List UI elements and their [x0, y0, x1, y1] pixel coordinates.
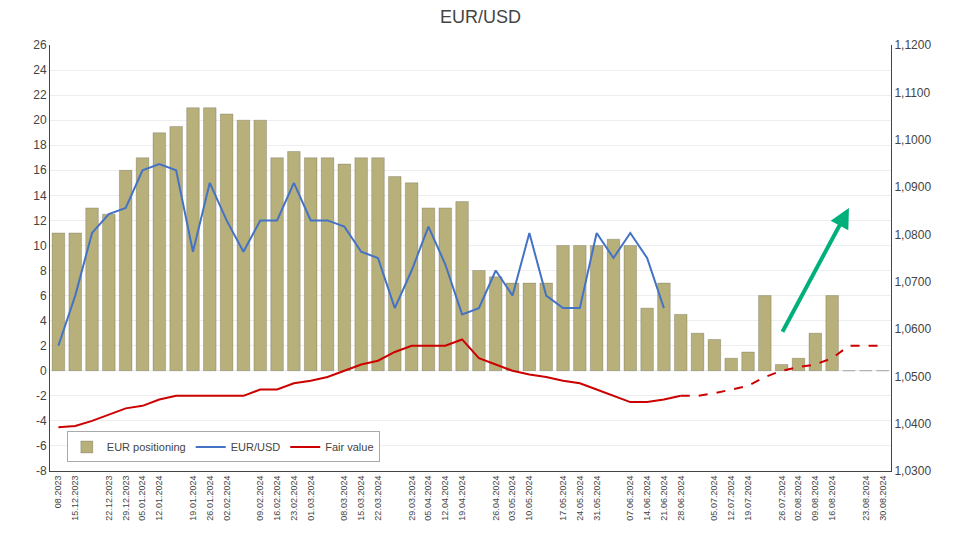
svg-text:19.01.2024: 19.01.2024: [188, 476, 198, 521]
svg-text:1,0800: 1,0800: [894, 228, 931, 242]
svg-text:05.07.2024: 05.07.2024: [709, 476, 719, 521]
svg-text:1,0400: 1,0400: [894, 417, 931, 431]
svg-text:26: 26: [33, 38, 47, 52]
svg-text:24.05.2024: 24.05.2024: [575, 476, 585, 521]
svg-text:12.07.2024: 12.07.2024: [726, 476, 736, 521]
svg-text:12.04.2024: 12.04.2024: [440, 476, 450, 521]
svg-text:10.05.2024: 10.05.2024: [524, 476, 534, 521]
svg-text:6: 6: [40, 289, 47, 303]
svg-text:08.03.2024: 08.03.2024: [339, 476, 349, 521]
svg-text:12.01.2024: 12.01.2024: [154, 476, 164, 521]
svg-text:22: 22: [33, 88, 47, 102]
svg-text:1,0600: 1,0600: [894, 322, 931, 336]
svg-text:23.02.2024: 23.02.2024: [289, 476, 299, 521]
svg-text:29.12.2023: 29.12.2023: [121, 476, 131, 521]
svg-text:05.01.2024: 05.01.2024: [137, 476, 147, 521]
svg-text:-4: -4: [36, 414, 47, 428]
svg-text:10: 10: [33, 239, 47, 253]
svg-text:16: 16: [33, 163, 47, 177]
svg-text:15.12.2023: 15.12.2023: [70, 476, 80, 521]
svg-text:02.02.2024: 02.02.2024: [222, 476, 232, 521]
svg-text:03.05.2024: 03.05.2024: [507, 476, 517, 521]
svg-text:01.03.2024: 01.03.2024: [306, 476, 316, 521]
svg-text:-2: -2: [36, 389, 47, 403]
svg-text:26.07.2024: 26.07.2024: [777, 476, 787, 521]
svg-text:30.08.2024: 30.08.2024: [878, 476, 888, 521]
svg-text:-6: -6: [36, 439, 47, 453]
svg-text:22.03.2024: 22.03.2024: [373, 476, 383, 521]
svg-text:12: 12: [33, 214, 47, 228]
svg-text:1,1100: 1,1100: [894, 86, 930, 100]
svg-text:16.08.2024: 16.08.2024: [827, 476, 837, 521]
svg-text:1,0700: 1,0700: [894, 275, 931, 289]
svg-text:20: 20: [33, 113, 47, 127]
svg-text:17.05.2024: 17.05.2024: [558, 476, 568, 521]
svg-text:23.08.2024: 23.08.2024: [861, 476, 871, 521]
svg-text:26.04.2024: 26.04.2024: [491, 476, 501, 521]
svg-text:22.12.2023: 22.12.2023: [104, 476, 114, 521]
svg-text:EUR positioning: EUR positioning: [107, 441, 186, 453]
svg-text:08.2023: 08.2023: [53, 476, 63, 509]
svg-text:29.03.2024: 29.03.2024: [407, 476, 417, 521]
svg-text:05.04.2024: 05.04.2024: [423, 476, 433, 521]
svg-text:07.06.2024: 07.06.2024: [625, 476, 635, 521]
svg-text:21.06.2024: 21.06.2024: [659, 476, 669, 521]
svg-text:09.08.2024: 09.08.2024: [810, 476, 820, 521]
svg-text:26.01.2024: 26.01.2024: [205, 476, 215, 521]
svg-text:2: 2: [40, 339, 47, 353]
svg-text:EUR/USD: EUR/USD: [440, 7, 521, 27]
svg-text:24: 24: [33, 63, 47, 77]
svg-text:0: 0: [40, 364, 47, 378]
svg-text:1,1000: 1,1000: [894, 133, 931, 147]
svg-text:1,0500: 1,0500: [894, 370, 931, 384]
svg-text:1,1200: 1,1200: [894, 38, 931, 52]
svg-text:1,0300: 1,0300: [894, 464, 931, 478]
svg-text:31.05.2024: 31.05.2024: [592, 476, 602, 521]
svg-text:4: 4: [40, 314, 47, 328]
svg-text:14.06.2024: 14.06.2024: [642, 476, 652, 521]
svg-text:15.03.2024: 15.03.2024: [356, 476, 366, 521]
svg-text:16.02.2024: 16.02.2024: [272, 476, 282, 521]
svg-text:02.08.2024: 02.08.2024: [793, 476, 803, 521]
svg-text:18: 18: [33, 138, 47, 152]
svg-text:19.04.2024: 19.04.2024: [457, 476, 467, 521]
svg-text:14: 14: [33, 189, 47, 203]
svg-text:1,0900: 1,0900: [894, 180, 931, 194]
svg-text:8: 8: [40, 264, 47, 278]
svg-text:EUR/USD: EUR/USD: [231, 441, 281, 453]
svg-text:Fair value: Fair value: [325, 441, 373, 453]
svg-text:09.02.2024: 09.02.2024: [255, 476, 265, 521]
svg-text:-8: -8: [36, 464, 47, 478]
svg-text:19.07.2024: 19.07.2024: [743, 476, 753, 521]
svg-text:28.06.2024: 28.06.2024: [676, 476, 686, 521]
